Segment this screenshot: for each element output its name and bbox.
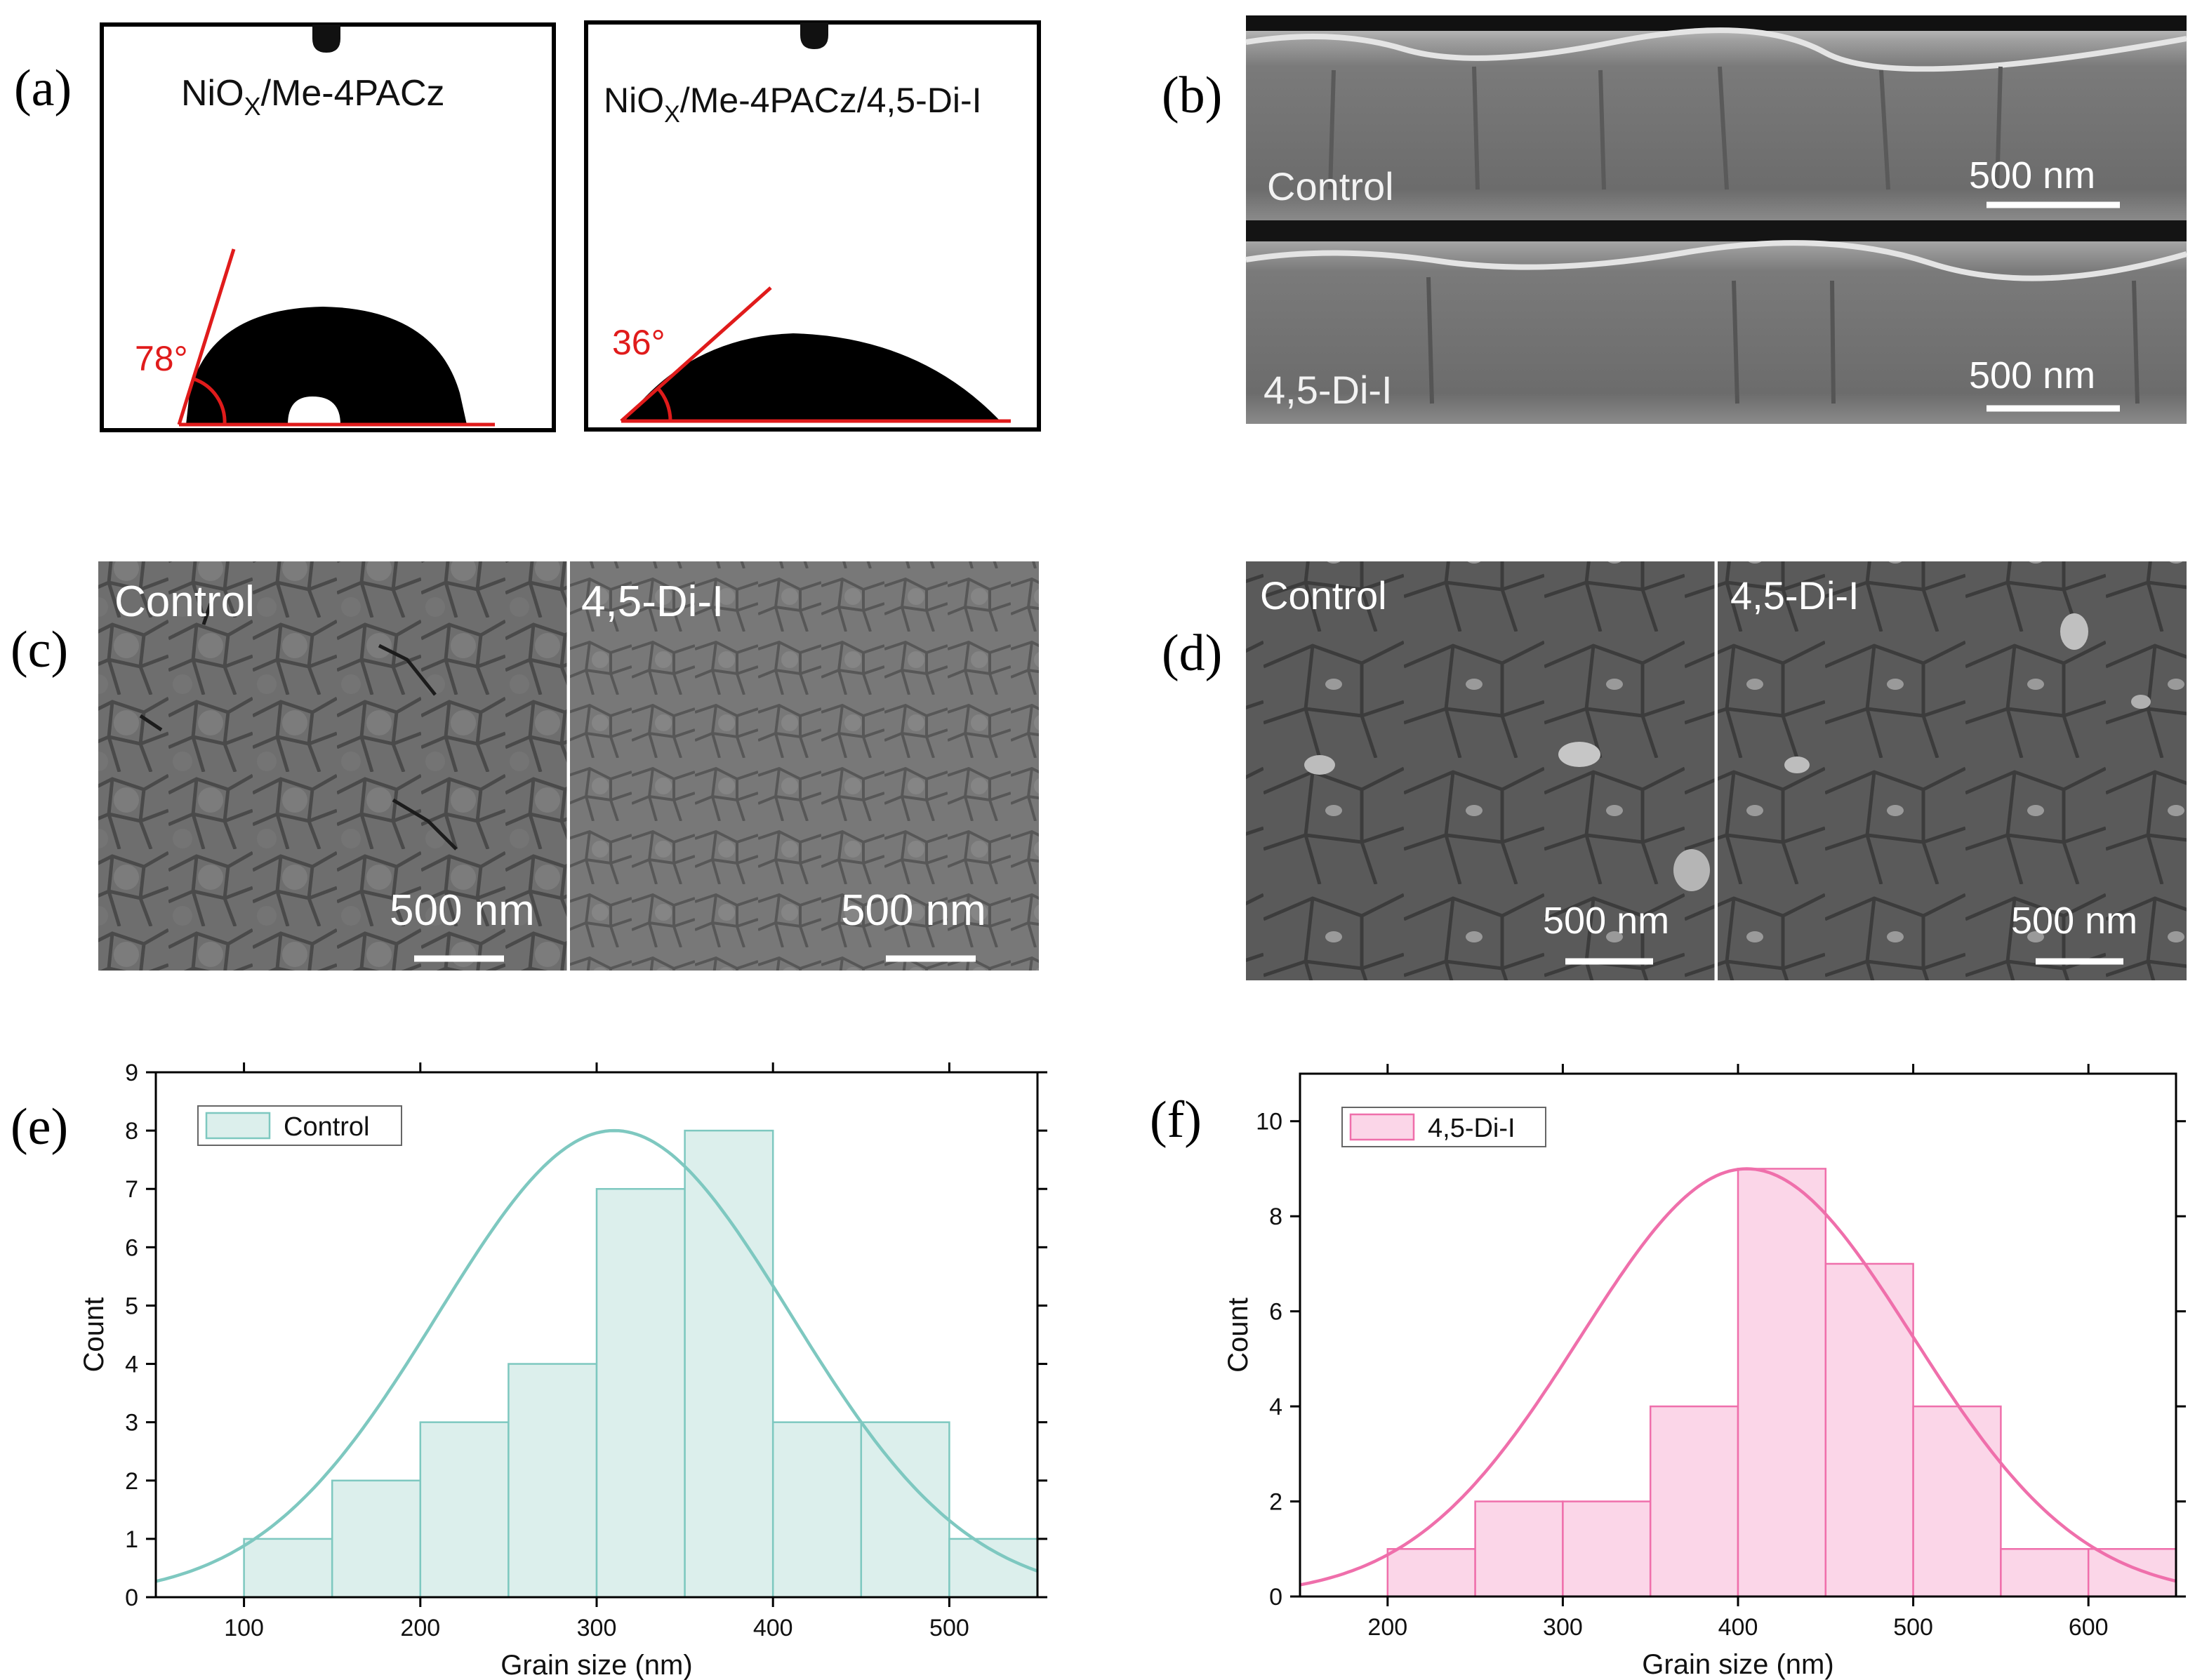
y-axis-label: Count	[79, 1298, 110, 1373]
histogram-bar	[595, 1187, 686, 1599]
panel-label-d: (d)	[1162, 625, 1222, 682]
sem-top-di-i-d: 4,5-Di-I 500 nm	[1718, 561, 2187, 980]
y-tick-label: 1	[125, 1526, 138, 1553]
y-tick-label: 8	[125, 1118, 138, 1145]
scale-bar-label: 500 nm	[2011, 900, 2137, 942]
gaussian-fit-line	[1299, 1167, 2177, 1587]
histogram-bar	[419, 1421, 510, 1599]
legend-swatch	[1349, 1113, 1415, 1141]
y-tick-label: 4	[1269, 1394, 1282, 1420]
histogram-bar	[860, 1421, 950, 1599]
histogram-bar	[508, 1363, 598, 1599]
y-tick-label: 6	[125, 1234, 138, 1261]
histogram-bar	[331, 1479, 422, 1599]
histogram-di-i: 200 300 400 500 600 0 2 4 6 8 10 Grain size (nm) Cou…	[1223, 1064, 2186, 1680]
droplet-right	[625, 333, 1000, 421]
y-tick-label: 7	[125, 1176, 138, 1203]
sem-tag-di-i: 4,5-Di-I	[1730, 573, 1859, 618]
angle-label-right: 36°	[612, 323, 665, 362]
y-tick-label: 0	[1269, 1584, 1282, 1611]
y-tick-label: 4	[125, 1352, 138, 1378]
histogram-bar	[684, 1129, 774, 1599]
x-tick-label: 100	[224, 1615, 264, 1641]
y-tick-label: 9	[125, 1060, 138, 1086]
legend-label: 4,5-Di-I	[1428, 1114, 1515, 1143]
needle-icon	[800, 22, 828, 49]
y-tick-label: 10	[1256, 1109, 1282, 1135]
sem-tag-control: Control	[114, 578, 255, 626]
histogram-bar	[1386, 1548, 1476, 1598]
sem-cross-section-control: Control 500 nm	[1245, 15, 2187, 220]
y-tick-label: 2	[1269, 1489, 1282, 1516]
xsec-tag-control: Control	[1267, 164, 1394, 208]
histogram-bar	[1912, 1405, 2002, 1598]
sem-tag-di-i: 4,5-Di-I	[581, 578, 724, 626]
sem-top-control-c: Control 500 nm	[98, 561, 567, 971]
x-tick-label: 500	[929, 1615, 969, 1641]
y-tick-label: 8	[1269, 1204, 1282, 1230]
panel-label-a: (a)	[14, 60, 72, 117]
droplet-left	[186, 307, 467, 425]
histogram-control: 100 200 300 400 500 0 1 2 3 4 5 6 7 8 9 Grain size (nm)…	[79, 1060, 1047, 1680]
sample-title-left: NiOX/Me-4PACz	[181, 73, 445, 121]
x-tick-label: 600	[2069, 1614, 2109, 1641]
panel-label-c: (c)	[11, 621, 68, 679]
panel-label-f: (f)	[1150, 1091, 1202, 1149]
x-axis-label: Grain size (nm)	[1642, 1649, 1833, 1680]
tangent-right	[620, 286, 772, 422]
x-tick-label: 200	[400, 1615, 440, 1641]
sample-title-right: NiOX/Me-4PACz/4,5-Di-I	[604, 81, 982, 128]
histogram-bar	[1737, 1168, 1827, 1598]
xsec-tag-di-i: 4,5-Di-I	[1264, 368, 1393, 412]
x-tick-label: 400	[1718, 1614, 1758, 1641]
legend-swatch	[205, 1112, 271, 1140]
histogram-bar	[771, 1421, 863, 1599]
scale-bar-label: 500 nm	[390, 886, 535, 935]
scale-bar-label: 500 nm	[1969, 354, 2095, 396]
panel-label-b: (b)	[1162, 67, 1222, 124]
tangent-left	[177, 248, 236, 425]
histogram-bar	[2000, 1548, 2090, 1598]
sem-cross-section-di-i: 4,5-Di-I 500 nm	[1245, 220, 2188, 424]
y-tick-label: 5	[125, 1293, 138, 1319]
y-tick-label: 2	[125, 1468, 138, 1495]
sem-tag-control: Control	[1260, 573, 1387, 618]
needle-icon	[312, 25, 340, 53]
sem-top-di-i-c: 4,5-Di-I 500 nm	[570, 561, 1039, 971]
y-tick-label: 3	[125, 1410, 138, 1436]
legend-label: Control	[284, 1112, 370, 1142]
sem-top-control-d: Control 500 nm	[1246, 561, 1715, 980]
gaussian-fit-line	[155, 1128, 1038, 1583]
contact-angle-right: NiOX/Me-4PACz/4,5-Di-I 36°	[584, 20, 1041, 432]
histogram-bar	[2087, 1548, 2177, 1598]
scale-bar-label: 500 nm	[841, 886, 986, 935]
histogram-bar	[948, 1538, 1039, 1599]
panel-label-e: (e)	[11, 1098, 68, 1156]
y-tick-label: 0	[125, 1585, 138, 1611]
histogram-bar	[1562, 1500, 1652, 1598]
contact-angle-left: NiOX/Me-4PACz 78°	[100, 22, 556, 432]
histogram-bar	[243, 1538, 333, 1599]
y-tick-label: 6	[1269, 1299, 1282, 1326]
scale-bar-label: 500 nm	[1969, 154, 2095, 196]
x-axis-label: Grain size (nm)	[500, 1650, 692, 1680]
histogram-bar	[1824, 1262, 1914, 1598]
x-tick-label: 300	[577, 1615, 617, 1641]
angle-label-left: 78°	[135, 339, 188, 378]
histogram-bar	[1474, 1500, 1564, 1598]
histogram-bar	[1649, 1405, 1739, 1598]
x-tick-label: 200	[1367, 1614, 1407, 1641]
scale-bar-label: 500 nm	[1543, 900, 1669, 942]
x-tick-label: 300	[1543, 1614, 1583, 1641]
x-tick-label: 500	[1893, 1614, 1933, 1641]
y-axis-label: Count	[1223, 1298, 1254, 1373]
x-tick-label: 400	[753, 1615, 793, 1641]
